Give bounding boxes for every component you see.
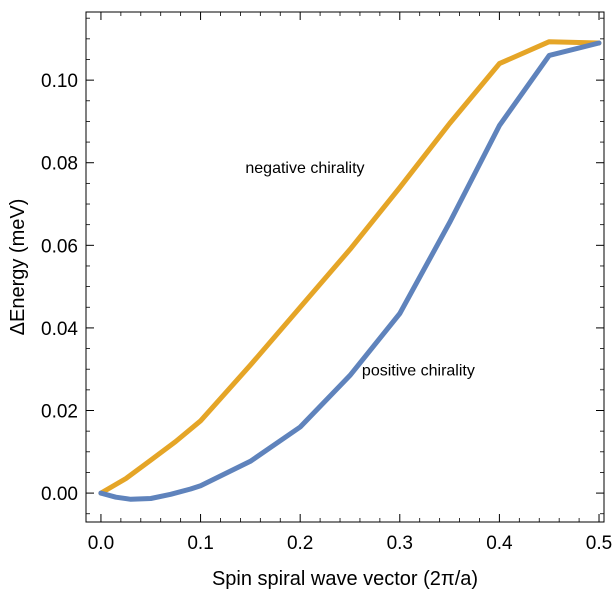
x-tick-label: 0.3 <box>387 533 413 554</box>
x-tick-label: 0.5 <box>586 533 612 554</box>
x-tick-label: 0.0 <box>88 533 114 554</box>
x-tick-label: 0.4 <box>486 533 513 554</box>
series-group <box>98 39 602 502</box>
annotation-label: positive chirality <box>362 362 475 379</box>
y-axis-label: ΔEnergy (meV) <box>7 199 29 336</box>
series-line-negative-chirality <box>98 39 602 496</box>
x-axis-label: Spin spiral wave vector (2π/a) <box>212 568 478 590</box>
y-tick-label: 0.08 <box>41 154 78 175</box>
series-line-positive-chirality <box>98 40 602 502</box>
x-tick-label: 0.2 <box>287 533 313 554</box>
plot-frame <box>85 11 605 523</box>
y-tick-label: 0.04 <box>41 319 78 340</box>
axis-ticks: 0.0 0.1 0.2 0.3 0.4 0.5 0.00 0.02 0.04 0.06 0.08 0.… <box>41 12 612 554</box>
y-tick-label: 0.10 <box>41 71 78 92</box>
annotation-label: negative chirality <box>245 160 364 177</box>
y-tick-label: 0.06 <box>41 236 78 257</box>
x-tick-label: 0.1 <box>187 533 213 554</box>
annotations: negative chirality positive chirality <box>245 160 474 379</box>
y-tick-label: 0.02 <box>41 402 78 423</box>
y-tick-label: 0.00 <box>41 484 78 505</box>
